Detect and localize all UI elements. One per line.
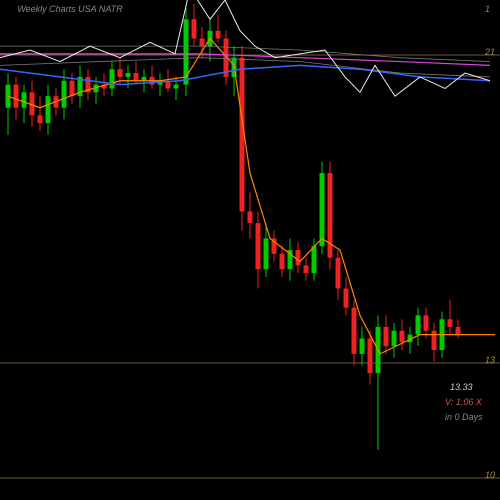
svg-text:13.33: 13.33 bbox=[450, 382, 473, 392]
svg-text:1: 1 bbox=[485, 4, 490, 14]
svg-text:10: 10 bbox=[485, 470, 495, 480]
svg-text:Weekly Charts USA NATR: Weekly Charts USA NATR bbox=[17, 4, 123, 14]
chart-svg: Weekly Charts USA NATR 1 21 13 10 13.33 V: 1.0… bbox=[0, 0, 500, 500]
svg-text:13: 13 bbox=[485, 355, 495, 365]
svg-text:V: 1.06 X: V: 1.06 X bbox=[445, 397, 483, 407]
svg-text:in 0 Days: in 0 Days bbox=[445, 412, 483, 422]
svg-text:21: 21 bbox=[484, 47, 495, 57]
chart-container: Weekly Charts USA NATR 1 21 13 10 13.33 V: 1.0… bbox=[0, 0, 500, 500]
